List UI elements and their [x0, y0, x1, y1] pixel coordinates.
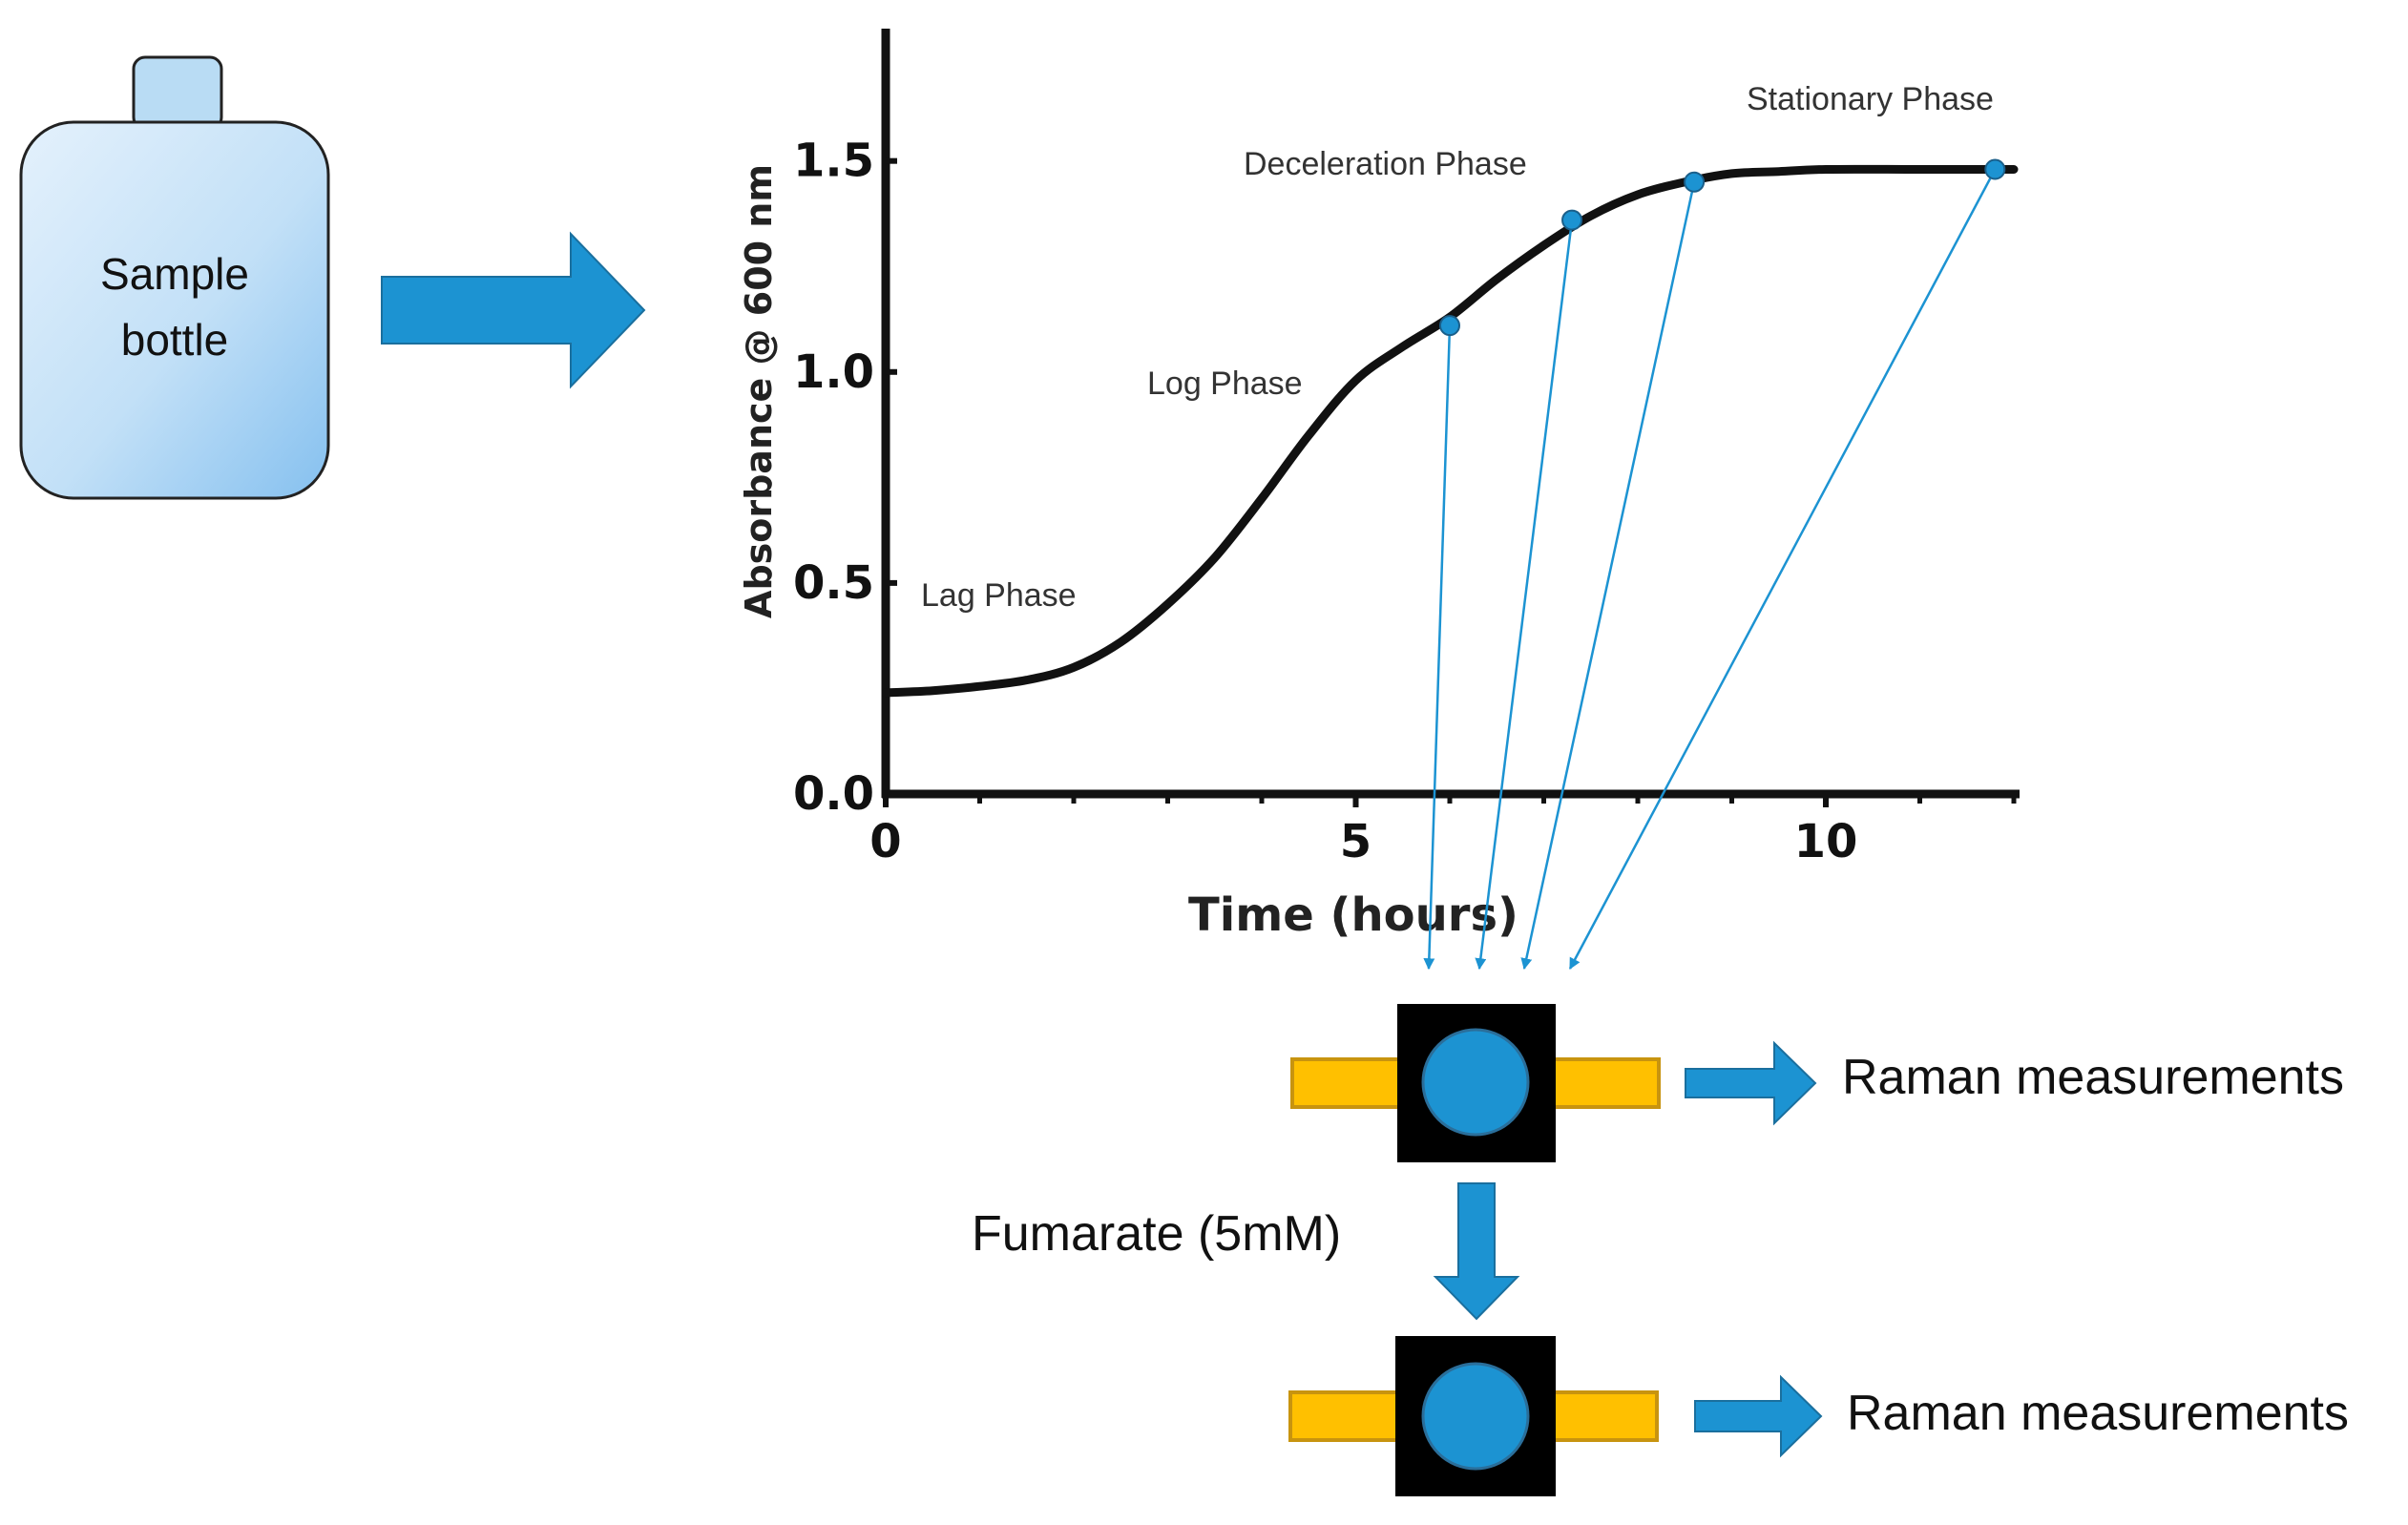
bottle-cap: [132, 55, 223, 131]
y-tick-label: 0.0: [793, 767, 874, 821]
raman-label-bottom: Raman measurements: [1847, 1386, 2349, 1441]
down-arrow-fumarate: [1433, 1182, 1520, 1321]
y-axis-label: Absorbance @ 600 nm: [738, 164, 780, 618]
sample-point: [1684, 171, 1706, 193]
growth-curve-line: [881, 164, 2019, 698]
to-raman-arrow-top: [1685, 1040, 1817, 1126]
cell-window-right: [1548, 1390, 1659, 1442]
cell-sample-circle: [1421, 1362, 1530, 1471]
measurement-cell-top: Raman measurements: [1290, 1004, 2344, 1162]
sample-point: [1984, 158, 2006, 180]
raman-label-top: Raman measurements: [1842, 1050, 2344, 1105]
sample-connector-arrow: [1475, 219, 1574, 971]
bottle-body: [19, 120, 330, 500]
y-tick-label: 0.5: [793, 556, 874, 610]
sample-connector-arrow: [1568, 168, 1997, 971]
phase-label-deceleration: Deceleration Phase: [1244, 146, 1527, 182]
phase-label-lag: Lag Phase: [921, 577, 1077, 614]
y-tick-label: 1.0: [793, 345, 874, 399]
phase-label-log: Log Phase: [1147, 366, 1303, 402]
phase-label-stationary: Stationary Phase: [1747, 81, 1994, 117]
sample-points: [1439, 158, 2006, 337]
cell-sample-circle: [1421, 1028, 1530, 1137]
bottle-label-line1: Sample: [100, 249, 249, 299]
x-tick-label: 0: [869, 815, 901, 868]
sample-connector-arrow: [1423, 325, 1452, 971]
measurement-cell-bottom: Raman measurements: [1288, 1336, 2349, 1496]
cell-window-left: [1290, 1057, 1403, 1109]
x-tick-label: 10: [1794, 815, 1858, 868]
y-tick-label: 1.5: [793, 135, 874, 188]
to-raman-arrow-bottom: [1694, 1374, 1823, 1458]
x-tick-label: 5: [1340, 815, 1372, 868]
bottle-label-line2: bottle: [121, 315, 229, 365]
sample-connectors: [1423, 168, 1997, 971]
cell-window-right: [1548, 1057, 1661, 1109]
x-ticks: 0 5 10: [869, 794, 1857, 868]
sample-point: [1561, 209, 1583, 231]
cell-window-left: [1288, 1390, 1403, 1442]
flow-arrow-to-chart: [381, 231, 646, 389]
fumarate-label: Fumarate (5mM): [972, 1206, 1341, 1262]
fumarate-step: Fumarate (5mM): [972, 1182, 1520, 1321]
x-axis-label: Time (hours): [1188, 888, 1518, 942]
sample-connector-arrow: [1520, 181, 1696, 971]
y-ticks: 0.0 0.5 1.0 1.5: [793, 135, 897, 821]
sample-bottle: Sample bottle: [19, 55, 330, 500]
sample-point: [1439, 315, 1460, 337]
growth-chart: 0.0 0.5 1.0 1.5 0 5 10 Time (hours) Absorbanc…: [738, 29, 2020, 971]
